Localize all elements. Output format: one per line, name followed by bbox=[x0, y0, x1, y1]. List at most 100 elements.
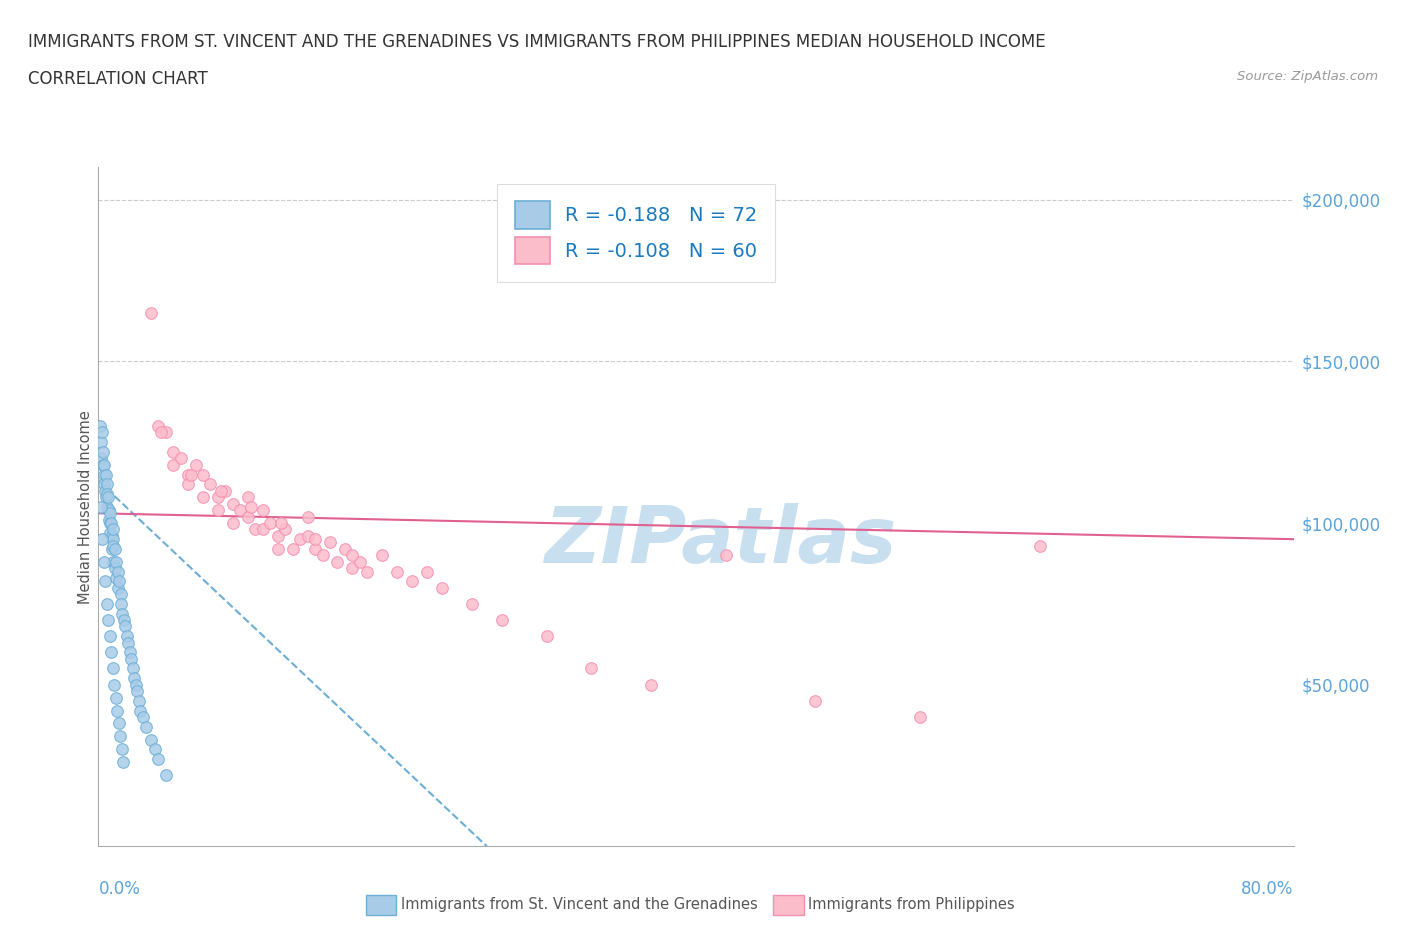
Point bbox=[245, 522, 267, 537]
Point bbox=[804, 694, 827, 709]
Point bbox=[148, 418, 170, 433]
Point bbox=[98, 629, 121, 644]
Point bbox=[97, 490, 120, 505]
Point bbox=[121, 661, 143, 676]
Point bbox=[356, 565, 378, 579]
Point bbox=[94, 490, 117, 505]
Point bbox=[90, 434, 112, 449]
Point bbox=[118, 644, 141, 659]
Point bbox=[96, 486, 118, 501]
Text: IMMIGRANTS FROM ST. VINCENT AND THE GRENADINES VS IMMIGRANTS FROM PHILIPPINES ME: IMMIGRANTS FROM ST. VINCENT AND THE GREN… bbox=[28, 33, 1046, 50]
Point bbox=[385, 565, 409, 579]
Point bbox=[107, 565, 129, 579]
Point bbox=[297, 509, 319, 524]
Point bbox=[97, 502, 120, 517]
Point bbox=[207, 490, 229, 505]
Point bbox=[105, 554, 128, 569]
Point bbox=[184, 458, 207, 472]
Text: CORRELATION CHART: CORRELATION CHART bbox=[28, 70, 208, 87]
Point bbox=[101, 528, 124, 543]
Point bbox=[110, 587, 132, 602]
Point bbox=[91, 458, 114, 472]
Point bbox=[115, 629, 138, 644]
Point bbox=[491, 613, 513, 628]
Point bbox=[371, 548, 394, 563]
Point bbox=[97, 512, 120, 527]
Point bbox=[93, 458, 115, 472]
Point bbox=[94, 484, 117, 498]
Point bbox=[100, 515, 122, 530]
Point bbox=[143, 742, 166, 757]
Point bbox=[252, 502, 274, 517]
Point bbox=[103, 522, 125, 537]
Point bbox=[135, 719, 157, 734]
Point bbox=[288, 532, 311, 547]
Point bbox=[101, 532, 124, 547]
Point bbox=[91, 445, 114, 459]
Point bbox=[97, 613, 120, 628]
Point bbox=[304, 541, 326, 556]
Point bbox=[311, 548, 333, 563]
Point bbox=[117, 635, 139, 650]
Point bbox=[236, 509, 259, 524]
Point bbox=[103, 554, 125, 569]
Point bbox=[93, 554, 115, 569]
Point bbox=[342, 561, 364, 576]
Point bbox=[270, 515, 292, 530]
Point bbox=[89, 418, 111, 433]
Point bbox=[101, 661, 124, 676]
Point bbox=[155, 768, 177, 783]
Point bbox=[319, 535, 342, 550]
Point bbox=[105, 703, 128, 718]
Point bbox=[104, 690, 127, 705]
Point bbox=[236, 490, 259, 505]
Point bbox=[214, 484, 236, 498]
Point bbox=[107, 716, 129, 731]
Point bbox=[430, 580, 453, 595]
Point bbox=[94, 574, 117, 589]
Point bbox=[90, 499, 112, 514]
Point bbox=[304, 532, 326, 547]
Point bbox=[207, 502, 229, 517]
Point bbox=[114, 619, 136, 634]
Point bbox=[222, 515, 245, 530]
Point bbox=[107, 580, 129, 595]
Point bbox=[90, 451, 112, 466]
Point bbox=[640, 677, 662, 692]
Point bbox=[110, 596, 132, 611]
Legend: R = -0.188   N = 72, R = -0.108   N = 60: R = -0.188 N = 72, R = -0.108 N = 60 bbox=[498, 184, 775, 282]
Point bbox=[536, 629, 558, 644]
Point bbox=[129, 703, 152, 718]
Point bbox=[297, 528, 319, 543]
Point bbox=[96, 596, 118, 611]
Point bbox=[252, 522, 274, 537]
Point bbox=[908, 710, 931, 724]
Point bbox=[91, 425, 114, 440]
Point bbox=[127, 684, 149, 698]
Point bbox=[96, 499, 118, 514]
Point bbox=[326, 554, 349, 569]
Point bbox=[150, 425, 173, 440]
Point bbox=[104, 541, 127, 556]
Point bbox=[714, 548, 737, 563]
Point bbox=[267, 528, 290, 543]
Point bbox=[105, 570, 128, 585]
Y-axis label: Median Household Income: Median Household Income bbox=[77, 410, 93, 604]
Point bbox=[98, 506, 122, 521]
Point bbox=[125, 677, 148, 692]
Point bbox=[162, 445, 184, 459]
Point bbox=[96, 477, 118, 492]
Point bbox=[267, 541, 290, 556]
Point bbox=[581, 661, 603, 676]
Point bbox=[98, 515, 121, 530]
Point bbox=[177, 477, 200, 492]
Point bbox=[98, 525, 122, 540]
Point bbox=[180, 467, 202, 482]
Point bbox=[191, 490, 214, 505]
Point bbox=[222, 497, 245, 512]
Point bbox=[401, 574, 423, 589]
Point bbox=[342, 548, 364, 563]
Point bbox=[191, 467, 214, 482]
Point bbox=[91, 532, 114, 547]
Point bbox=[1028, 538, 1050, 553]
